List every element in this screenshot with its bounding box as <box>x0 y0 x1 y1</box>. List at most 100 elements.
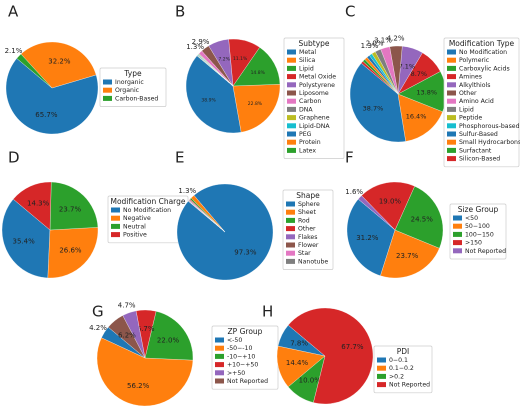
value-label: 2.9% <box>192 38 210 46</box>
legend-title: Modification Type <box>449 39 515 48</box>
value-label: 10.0% <box>299 376 322 384</box>
legend-swatch <box>287 82 296 88</box>
legend-swatch <box>286 258 295 264</box>
legend-label: Carbon <box>299 98 321 105</box>
legend-swatch <box>286 217 295 223</box>
panel-label: B <box>175 3 185 21</box>
legend-swatch <box>286 242 295 248</box>
legend-swatch <box>377 373 386 379</box>
legend-swatch <box>287 90 296 96</box>
value-label: 2.0% <box>366 39 384 47</box>
value-label: 13.8% <box>416 88 437 96</box>
value-label: 26.6% <box>59 246 82 254</box>
legend-label: Lipid-DNA <box>299 123 330 130</box>
legend-box <box>283 37 345 159</box>
legend-swatch <box>286 250 295 256</box>
legend-swatch <box>453 248 462 254</box>
legend-label: Neutral <box>123 223 146 230</box>
value-label: 97.3% <box>234 248 257 256</box>
panel-label: E <box>175 149 184 167</box>
legend-swatch <box>287 147 296 153</box>
value-label: 4.7% <box>118 301 136 309</box>
legend-label: Amines <box>459 74 482 81</box>
value-label: 14.4% <box>286 359 309 367</box>
legend-label: Amino Acid <box>459 98 494 105</box>
legend-swatch <box>447 115 456 121</box>
pie-slice <box>361 61 399 95</box>
legend-label: DNA <box>299 106 313 113</box>
legend-label: Graphene <box>299 115 330 122</box>
legend-label: <50 <box>465 215 478 222</box>
legend-label: Silicon-Based <box>459 156 500 163</box>
legend-swatch <box>215 362 224 368</box>
value-label: 3.1% <box>374 36 392 44</box>
legend-box <box>99 67 167 107</box>
legend-label: Sheet <box>298 209 316 216</box>
legend-swatch <box>286 234 295 240</box>
legend-swatch <box>447 57 456 63</box>
panel-label: G <box>92 303 104 321</box>
legend-label: No Modification <box>459 49 507 56</box>
legend-swatch <box>103 87 112 93</box>
value-label: 14.3% <box>27 200 50 208</box>
value-label: 16.4% <box>406 112 427 120</box>
pie-slice <box>397 93 443 142</box>
legend-label: Peptide <box>459 115 482 122</box>
panel-label: F <box>345 149 354 167</box>
legend-label: -10−+10 <box>227 353 255 360</box>
value-label: 14.8% <box>251 70 266 76</box>
pie-slice <box>380 229 440 279</box>
legend-swatch <box>215 378 224 384</box>
legend-label: <-50 <box>227 337 242 344</box>
legend-label: Not Reported <box>227 378 268 385</box>
legend-swatch <box>287 123 296 129</box>
pie-slice <box>5 58 99 135</box>
legend-swatch <box>447 123 456 129</box>
legend-label: Liposome <box>299 90 329 97</box>
legend-label: Silica <box>299 57 315 64</box>
legend-label: 0−0.1 <box>389 357 408 364</box>
legend-label: Polymeric <box>459 57 490 64</box>
legend-swatch <box>287 106 296 112</box>
value-label: 1.3% <box>178 187 196 195</box>
legend-label: Metal <box>299 49 316 56</box>
pie-slice <box>185 55 242 134</box>
pie-slice <box>188 200 226 233</box>
legend-swatch <box>287 98 296 104</box>
legend-label: Star <box>298 250 311 257</box>
legend-swatch <box>286 209 295 215</box>
value-label: 2.1% <box>5 47 23 55</box>
legend-label: >+50 <box>227 370 245 377</box>
panel-label: C <box>345 3 355 21</box>
legend-label: Small Hydrocarbons <box>459 139 520 146</box>
legend-swatch <box>111 207 120 213</box>
legend-swatch <box>447 90 456 96</box>
value-label: 11.1% <box>233 56 248 62</box>
legend-label: Sulfur-Based <box>459 131 498 138</box>
value-label: 7.1% <box>399 63 416 71</box>
value-label: 23.7% <box>396 252 419 260</box>
legend-label: Positive <box>123 232 147 239</box>
legend-swatch <box>447 74 456 80</box>
pie-slice <box>358 195 396 231</box>
legend-swatch <box>453 223 462 229</box>
pie-slice <box>232 84 281 133</box>
value-label: 23.7% <box>59 205 82 213</box>
legend-title: ZP Group <box>228 327 263 336</box>
legend-swatch <box>447 65 456 71</box>
legend-label: Lipid <box>299 65 314 72</box>
value-label: 6.2% <box>118 332 136 340</box>
value-label: 24.5% <box>411 215 434 223</box>
pie-slice <box>16 53 53 89</box>
legend-swatch <box>111 215 120 221</box>
legend-label: Sphere <box>298 201 320 208</box>
value-label: 22.8% <box>248 101 263 107</box>
legend-swatch <box>447 82 456 88</box>
legend-label: Negative <box>123 215 151 222</box>
legend-label: Polystyrene <box>299 82 335 89</box>
panel-label: A <box>8 3 19 21</box>
value-label: 4.2% <box>89 324 107 332</box>
legend-label: Flakes <box>298 234 317 241</box>
legend-label: >150 <box>465 240 482 247</box>
legend-label: Alkylthiols <box>459 82 491 89</box>
